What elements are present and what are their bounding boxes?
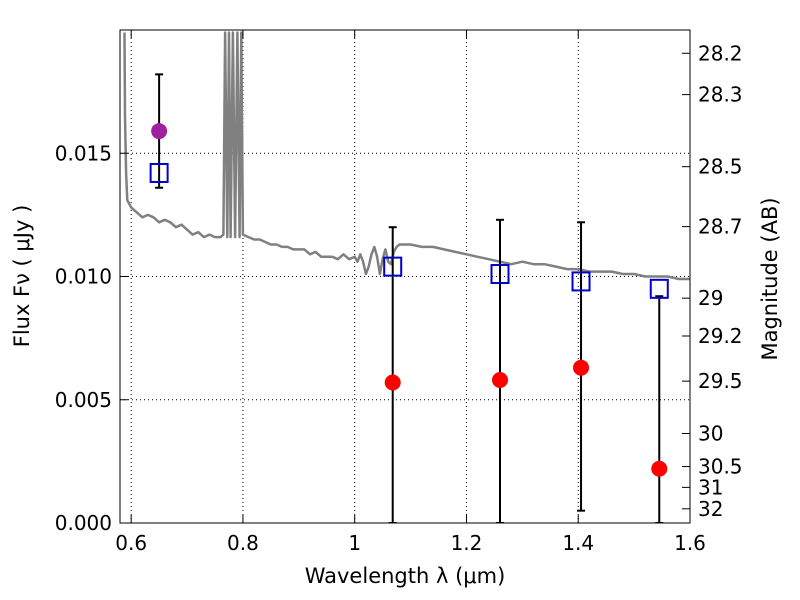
x-tick-label: 1.2 (451, 531, 483, 555)
y-tick-label: 0.005 (55, 388, 112, 412)
x-tick-label: 1.6 (674, 531, 706, 555)
y-axis-title: Flux Fν ( μJy ) (10, 205, 34, 348)
model-square-marker (383, 256, 403, 277)
y-right-tick-label: 31 (698, 475, 723, 499)
y-right-tick-label: 32 (698, 497, 723, 521)
model-square-marker (490, 264, 510, 285)
model-square-marker (571, 271, 591, 292)
y-right-tick-label: 28.3 (698, 83, 743, 107)
y-right-tick-label: 30.5 (698, 455, 743, 479)
model-square-marker (149, 162, 169, 183)
y-right-tick-label: 28.5 (698, 155, 743, 179)
ticks: 0.6 0.8 1 1.2 1.4 1.6 0.000 0.005 0.010 0.015 28.2… (55, 30, 743, 555)
x-tick-label: 0.6 (115, 531, 147, 555)
observed-circle-marker (651, 460, 668, 477)
y-tick-label: 0.000 (55, 511, 112, 535)
y-tick-label: 0.010 (55, 265, 112, 289)
y-right-tick-label: 29.5 (698, 369, 743, 393)
model-square-marker (649, 278, 669, 299)
x-axis-title: Wavelength λ (μm) (305, 564, 506, 588)
series-layer (123, 31, 690, 523)
observed-circle-marker (384, 374, 401, 391)
y-right-axis-title: Magnitude (AB) (758, 197, 782, 360)
x-tick-label: 1.4 (562, 531, 594, 555)
y-right-tick-label: 29 (698, 286, 723, 310)
x-tick-label: 1 (348, 531, 361, 555)
x-tick-label: 0.8 (227, 531, 259, 555)
y-right-tick-label: 28.7 (698, 215, 743, 239)
model-spectrum-line (123, 31, 690, 281)
observed-circle-marker (573, 359, 590, 376)
observed-circle-marker (151, 123, 168, 140)
observed-circle-marker (492, 372, 508, 389)
y-right-tick-label: 28.2 (698, 41, 743, 65)
y-right-tick-label: 30 (698, 421, 723, 445)
series-group (123, 31, 690, 523)
y-tick-label: 0.015 (55, 141, 112, 165)
y-right-tick-label: 29.2 (698, 324, 743, 348)
